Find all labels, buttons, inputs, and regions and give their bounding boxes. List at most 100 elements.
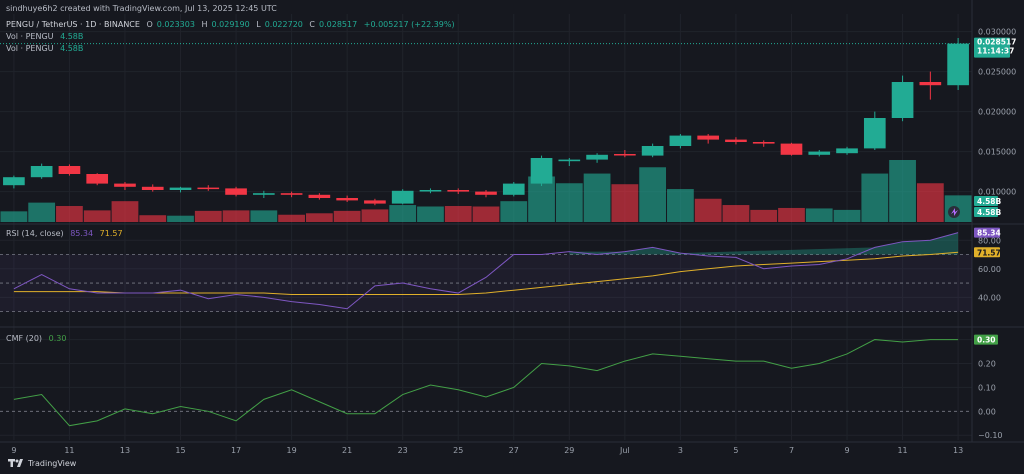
candle: [141, 184, 164, 192]
change-value: +0.005217 (+22.39%): [363, 20, 455, 29]
rsi-ma-tag: [974, 247, 1000, 258]
candle-body: [364, 200, 386, 204]
candle-body: [58, 166, 81, 174]
open-label: O: [146, 20, 153, 29]
rsi-legend[interactable]: RSI (14, close) 85.34 71.57: [6, 229, 127, 238]
attribution-line: sindhuye6h2 created with TradingView.com…: [6, 4, 281, 13]
rsi-value-tag: [974, 227, 1000, 238]
candle-body: [308, 194, 331, 198]
replay-icon-bolt: [951, 208, 958, 216]
x-axis-label: 9: [844, 446, 849, 455]
volume-bar: [83, 210, 111, 222]
candle-body: [919, 82, 942, 86]
cmf-tick-label: 0.00: [978, 407, 996, 416]
candle: [114, 182, 136, 190]
replay-icon: [948, 206, 960, 218]
candle-body: [225, 188, 247, 195]
volume-bar: [694, 198, 722, 222]
candle: [225, 186, 247, 197]
brand-footer[interactable]: TradingView: [8, 458, 76, 468]
volume-bar: [611, 184, 639, 222]
cmf-tick-label: 0.20: [978, 359, 996, 368]
volume-bar: [805, 208, 833, 222]
candle-body: [641, 146, 664, 156]
x-axis-label: 21: [342, 446, 352, 455]
candle: [475, 190, 497, 198]
x-axis-label: 15: [175, 446, 185, 455]
volume-bar: [194, 210, 222, 222]
volume-bar: [472, 206, 500, 222]
candle-body: [447, 190, 470, 192]
candle-body: [141, 186, 164, 190]
candle-body: [419, 190, 442, 192]
volume-bar: [639, 167, 667, 222]
volume-bar: [861, 173, 889, 222]
candle: [752, 140, 775, 147]
candle-body: [3, 177, 25, 186]
candle: [364, 198, 386, 206]
volume-tag-label: 4.58B: [977, 208, 1002, 217]
high-value: 0.029190: [211, 20, 250, 29]
volume-bar: [667, 189, 694, 222]
candle: [614, 150, 636, 158]
low-label: L: [256, 20, 261, 29]
candle: [280, 191, 303, 198]
candle-body: [530, 158, 553, 184]
rsi-ma-tag-label: 71.57: [977, 248, 1001, 257]
candle: [919, 71, 942, 100]
candle: [780, 142, 803, 156]
candle: [3, 175, 25, 189]
candle: [725, 137, 747, 145]
candle-body: [836, 148, 858, 154]
volume-bar: [722, 205, 750, 222]
volume-bar: [555, 183, 583, 222]
volume-bar: [0, 211, 28, 222]
candle-body: [114, 183, 136, 187]
rsi-tick-label: 40.00: [978, 293, 1001, 302]
candle-body: [197, 187, 220, 190]
x-axis-label: 5: [733, 446, 738, 455]
attribution-text: sindhuye6h2 created with TradingView.com…: [6, 4, 277, 13]
candle: [391, 189, 414, 205]
x-axis-label: 9: [11, 446, 16, 455]
volume-legend-1[interactable]: Vol · PENGU 4.58B: [6, 32, 87, 41]
rsi-value: 85.34: [70, 229, 94, 238]
candle-body: [697, 135, 720, 140]
price-tick-label: 0.030000: [978, 28, 1016, 37]
volume-bar: [833, 209, 861, 222]
open-value: 0.023303: [156, 20, 195, 29]
cmf-value-tag: [974, 334, 998, 345]
rsi-label: RSI (14, close): [6, 229, 64, 238]
price-tick-label: 0.010000: [978, 188, 1016, 197]
volume-value: 4.58B: [60, 44, 84, 53]
volume-bar: [417, 206, 444, 222]
high-label: H: [201, 20, 208, 29]
volume-legend-2[interactable]: Vol · PENGU 4.58B: [6, 44, 87, 53]
candle-body: [475, 191, 497, 195]
x-axis-label: 11: [64, 446, 74, 455]
rsi-ma-value: 71.57: [99, 229, 123, 238]
volume-tag: [974, 196, 998, 206]
x-axis-label: Jul: [619, 446, 630, 455]
candle: [586, 153, 608, 163]
candle: [530, 155, 553, 186]
volume-value: 4.58B: [60, 32, 84, 41]
candle-body: [725, 139, 747, 142]
last-price-label: 0.028517: [977, 38, 1016, 47]
volume-bar: [916, 183, 944, 222]
candle-body: [252, 193, 275, 195]
rsi-value-tag-label: 85.34: [977, 229, 1001, 238]
volume-label: Vol · PENGU: [6, 44, 54, 53]
rsi-tick-label: 80.00: [978, 236, 1001, 245]
candle: [169, 186, 192, 193]
x-axis-label: 13: [120, 446, 130, 455]
x-axis-label: 23: [398, 446, 408, 455]
candle: [252, 190, 275, 198]
price-tick-label: 0.015000: [978, 148, 1016, 157]
candle-body: [808, 151, 831, 155]
cmf-legend[interactable]: CMF (20) 0.30: [6, 334, 70, 343]
candle: [891, 75, 914, 122]
candle: [697, 134, 720, 144]
candle-body: [169, 187, 192, 190]
